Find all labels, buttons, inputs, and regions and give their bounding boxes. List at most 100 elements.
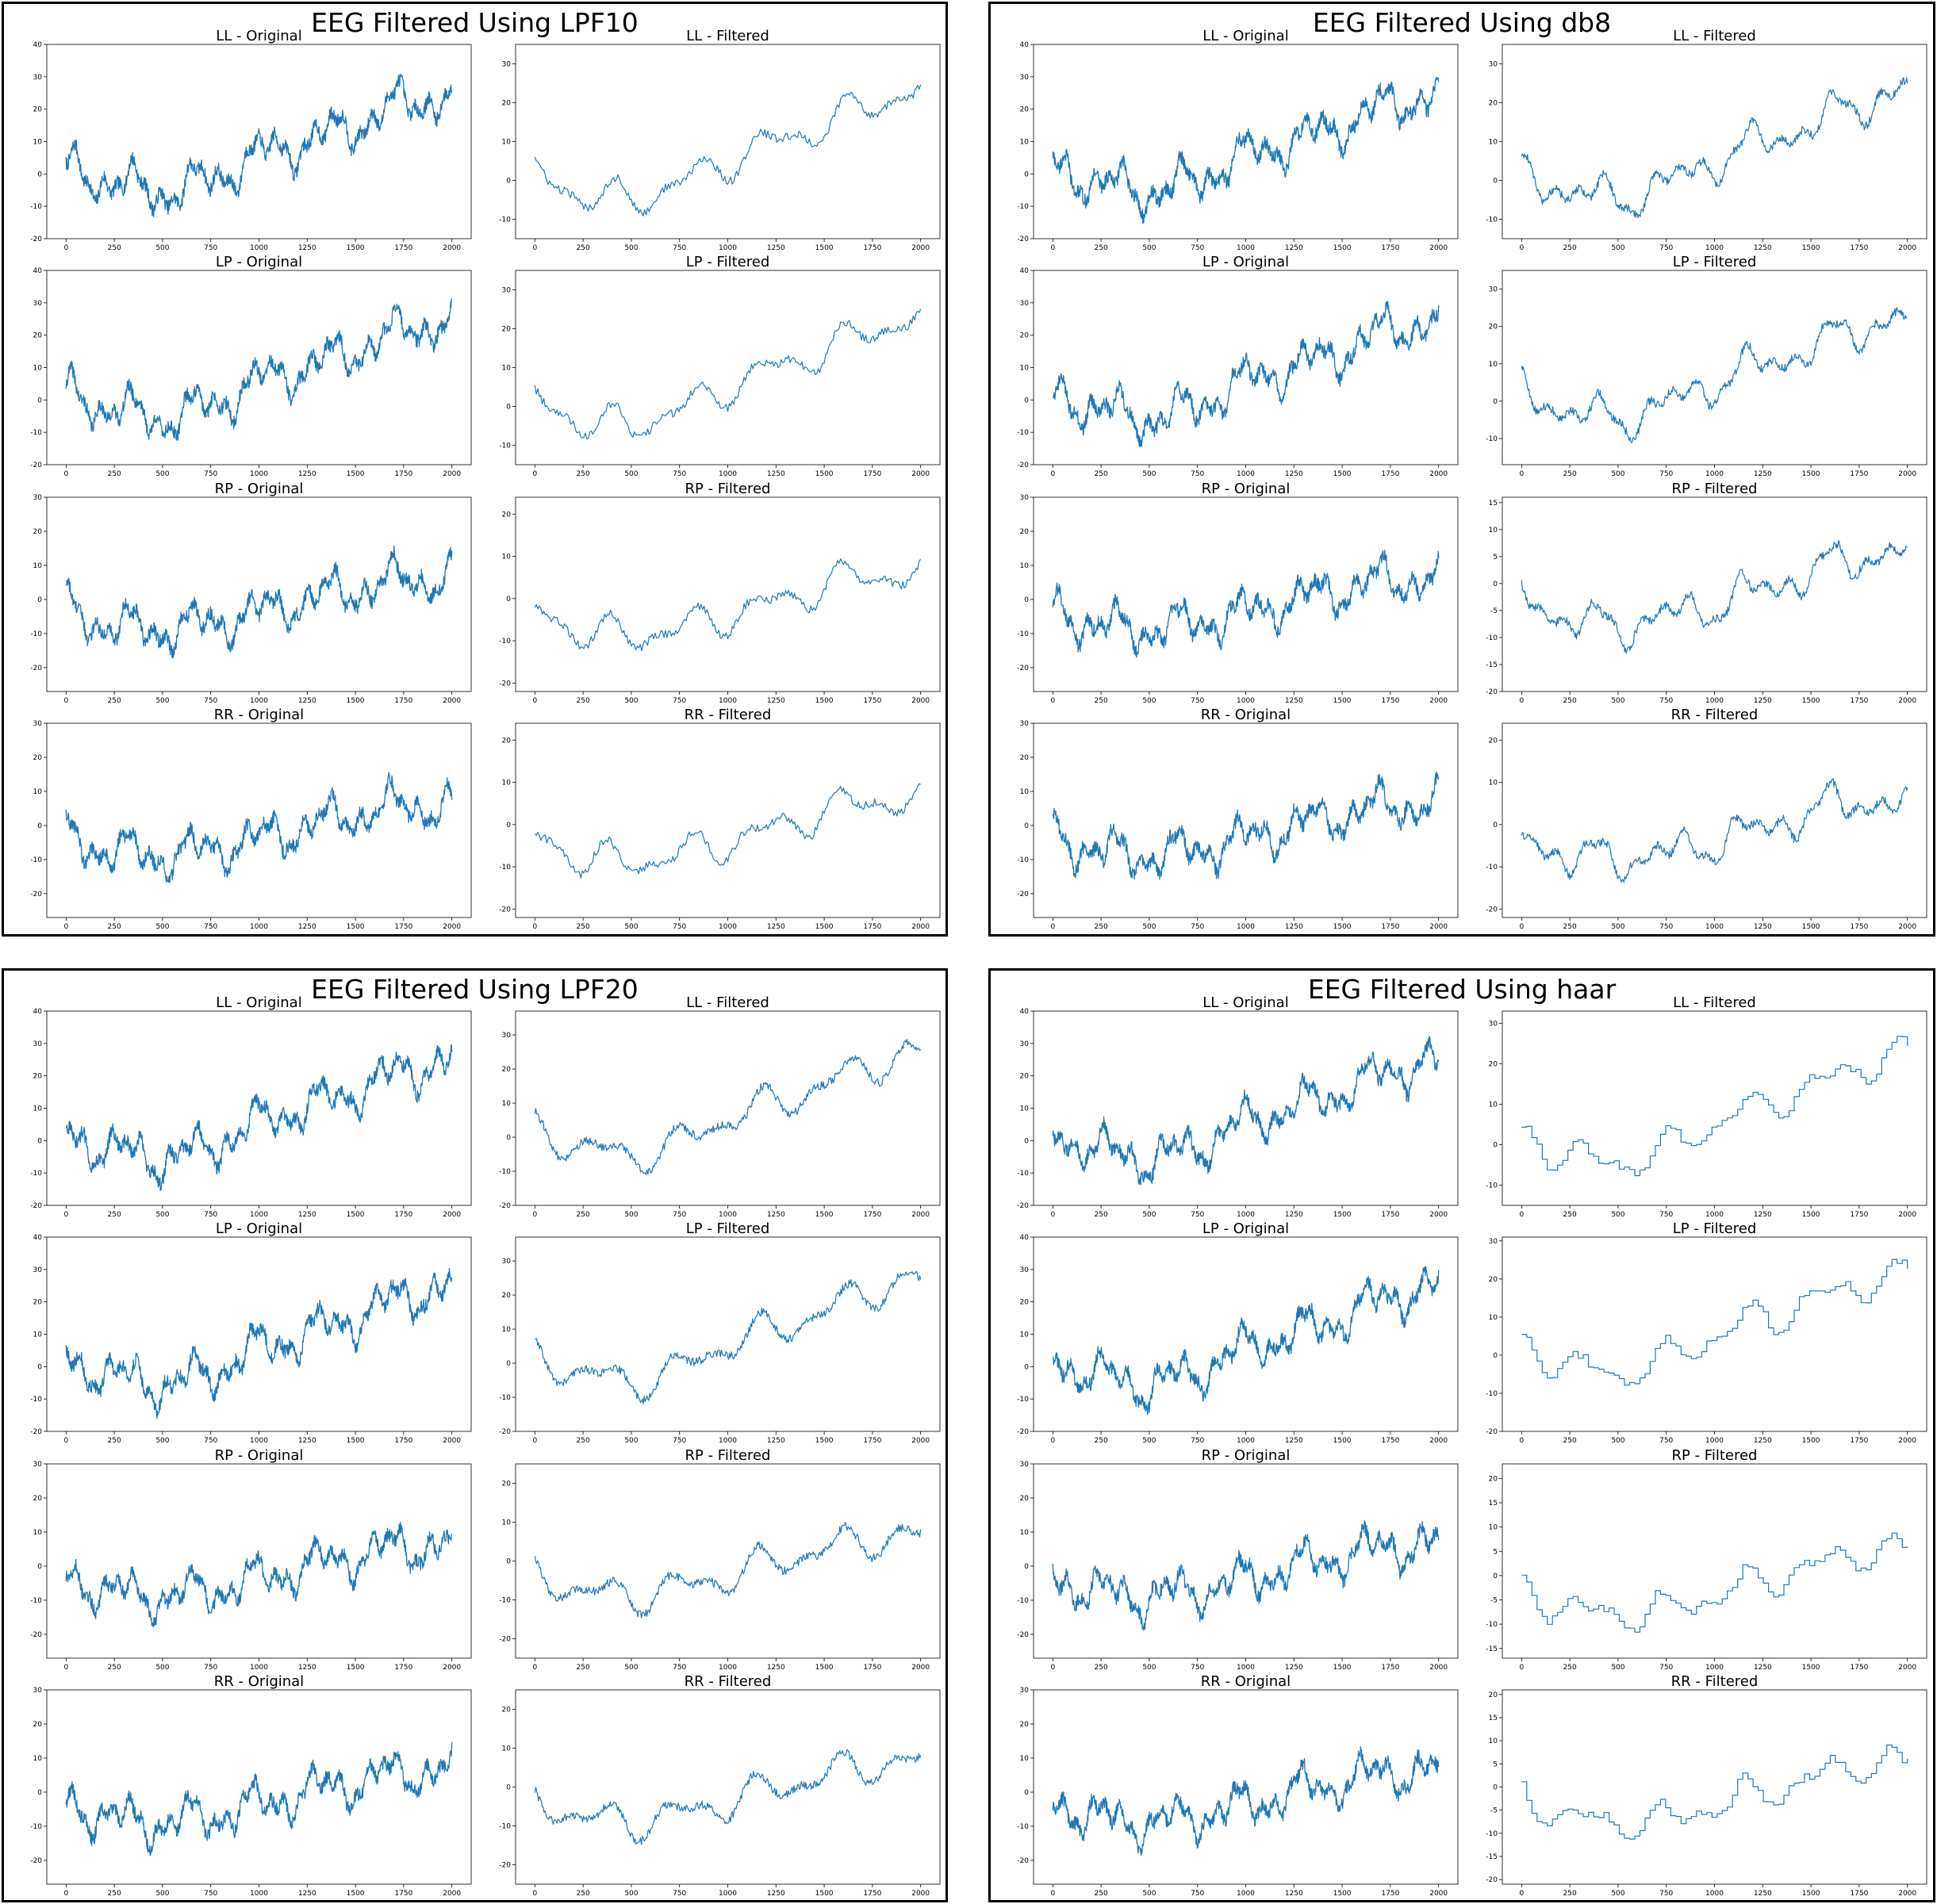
y-tick-label: -20 <box>30 665 42 672</box>
y-tick-label: 0 <box>506 1134 511 1142</box>
y-tick-label: 20 <box>1020 1721 1030 1729</box>
y-tick-label: 0 <box>37 397 42 404</box>
subplot-title: RR - Original <box>1201 707 1291 723</box>
x-tick-label: 1000 <box>1705 697 1724 705</box>
y-tick-label: 0 <box>37 1563 42 1571</box>
subplot-title: LP - Original <box>1202 254 1289 270</box>
x-tick-label: 1500 <box>347 923 365 931</box>
x-tick-label: 1000 <box>1705 1211 1724 1219</box>
x-tick-label: 1750 <box>1850 1211 1868 1219</box>
y-tick-label: -20 <box>30 891 42 898</box>
x-tick-label: 1250 <box>767 1890 785 1898</box>
x-tick-label: 250 <box>108 1437 121 1445</box>
x-tick-label: 2000 <box>911 470 930 478</box>
y-tick-label: -20 <box>1486 688 1498 696</box>
x-tick-label: 750 <box>673 697 686 705</box>
series-line <box>1521 1532 1908 1633</box>
x-tick-label: 750 <box>1191 470 1204 478</box>
x-tick-label: 0 <box>532 470 537 478</box>
x-tick-label: 0 <box>1519 470 1524 478</box>
y-tick-label: 20 <box>33 1721 43 1729</box>
y-tick-label: 0 <box>506 1360 511 1368</box>
x-tick-label: 1250 <box>1754 470 1772 478</box>
x-tick-label: 2000 <box>443 244 461 252</box>
x-tick-label: 500 <box>1142 470 1156 478</box>
x-tick-label: 500 <box>155 1890 169 1898</box>
y-tick-label: 10 <box>502 554 512 561</box>
x-tick-label: 0 <box>1050 1664 1055 1672</box>
x-tick-label: 1500 <box>1802 1664 1820 1672</box>
x-tick-label: 1000 <box>1237 244 1255 252</box>
x-tick-label: 1250 <box>767 470 785 478</box>
series-line <box>534 783 921 879</box>
y-tick-label: -10 <box>1486 1621 1498 1629</box>
axes-frame <box>46 496 472 692</box>
x-tick-label: 1000 <box>719 1890 737 1898</box>
y-tick-label: 30 <box>1020 74 1030 82</box>
y-tick-label: 10 <box>1489 139 1498 147</box>
x-tick-label: 250 <box>1563 1664 1577 1672</box>
x-tick-label: 1250 <box>298 1664 316 1672</box>
y-tick-label: 0 <box>506 404 511 412</box>
x-tick-label: 1250 <box>298 1890 316 1898</box>
x-tick-label: 1750 <box>1381 697 1399 705</box>
panel-db8: EEG Filtered Using db8 <box>988 2 1935 937</box>
y-tick-label: 30 <box>1020 1687 1030 1695</box>
x-tick-label: 1750 <box>394 1664 412 1672</box>
x-tick-label: 500 <box>155 923 169 931</box>
x-tick-label: 250 <box>108 697 121 705</box>
x-tick-label: 1000 <box>250 697 268 705</box>
y-tick-label: 30 <box>33 74 43 82</box>
x-tick-label: 1750 <box>863 1437 881 1445</box>
x-tick-label: 250 <box>1095 1664 1108 1672</box>
x-tick-label: 2000 <box>443 1437 461 1445</box>
x-tick-label: 1250 <box>1754 1211 1772 1219</box>
x-tick-label: 750 <box>673 1664 686 1672</box>
y-tick-label: -15 <box>1486 1853 1498 1861</box>
y-tick-label: -20 <box>1017 891 1029 898</box>
x-tick-label: 250 <box>1563 244 1577 252</box>
x-tick-label: 500 <box>1611 1211 1624 1219</box>
y-tick-label: -10 <box>30 203 42 211</box>
x-tick-label: 1250 <box>1285 697 1303 705</box>
x-tick-label: 2000 <box>1429 1437 1448 1445</box>
y-tick-label: 10 <box>1020 1105 1030 1113</box>
y-tick-label: 20 <box>1020 332 1030 340</box>
y-tick-label: 10 <box>502 139 512 147</box>
x-tick-label: 1500 <box>1802 1437 1820 1445</box>
x-tick-label: 1250 <box>1285 1664 1303 1672</box>
x-tick-label: 0 <box>1050 923 1055 931</box>
y-tick-label: 20 <box>1489 737 1498 745</box>
y-tick-label: 0 <box>506 178 511 186</box>
x-tick-label: 1500 <box>815 697 834 705</box>
x-tick-label: 1500 <box>815 1211 834 1219</box>
x-tick-label: 750 <box>673 244 686 252</box>
y-tick-label: 30 <box>1489 1238 1498 1246</box>
x-tick-label: 1750 <box>863 697 881 705</box>
x-tick-label: 250 <box>1095 1890 1108 1898</box>
x-tick-label: 1250 <box>767 1211 785 1219</box>
x-tick-label: 750 <box>1659 1211 1673 1219</box>
y-tick-label: 15 <box>1489 1500 1498 1507</box>
y-tick-label: 20 <box>33 528 43 536</box>
x-tick-label: 500 <box>155 470 169 478</box>
y-tick-label: -10 <box>499 442 511 450</box>
x-tick-label: 250 <box>1095 1211 1108 1219</box>
x-tick-label: 1000 <box>1237 1211 1255 1219</box>
x-tick-label: 750 <box>673 923 686 931</box>
axes-frame <box>1033 270 1459 465</box>
x-tick-label: 1500 <box>347 1664 365 1672</box>
x-tick-label: 0 <box>1519 1437 1524 1445</box>
y-tick-label: 0 <box>1024 1137 1029 1145</box>
series-line <box>1052 1266 1440 1416</box>
y-tick-label: -20 <box>1486 1876 1498 1884</box>
x-tick-label: 250 <box>108 1211 121 1219</box>
y-tick-label: 20 <box>502 1707 512 1714</box>
y-tick-label: -10 <box>1017 1170 1029 1178</box>
series-line <box>1052 1036 1440 1186</box>
y-tick-label: 0 <box>37 1137 42 1145</box>
x-tick-label: 500 <box>1611 1890 1624 1898</box>
x-tick-label: 2000 <box>1898 923 1916 931</box>
x-tick-label: 1500 <box>1333 697 1352 705</box>
x-tick-label: 500 <box>1611 697 1624 705</box>
